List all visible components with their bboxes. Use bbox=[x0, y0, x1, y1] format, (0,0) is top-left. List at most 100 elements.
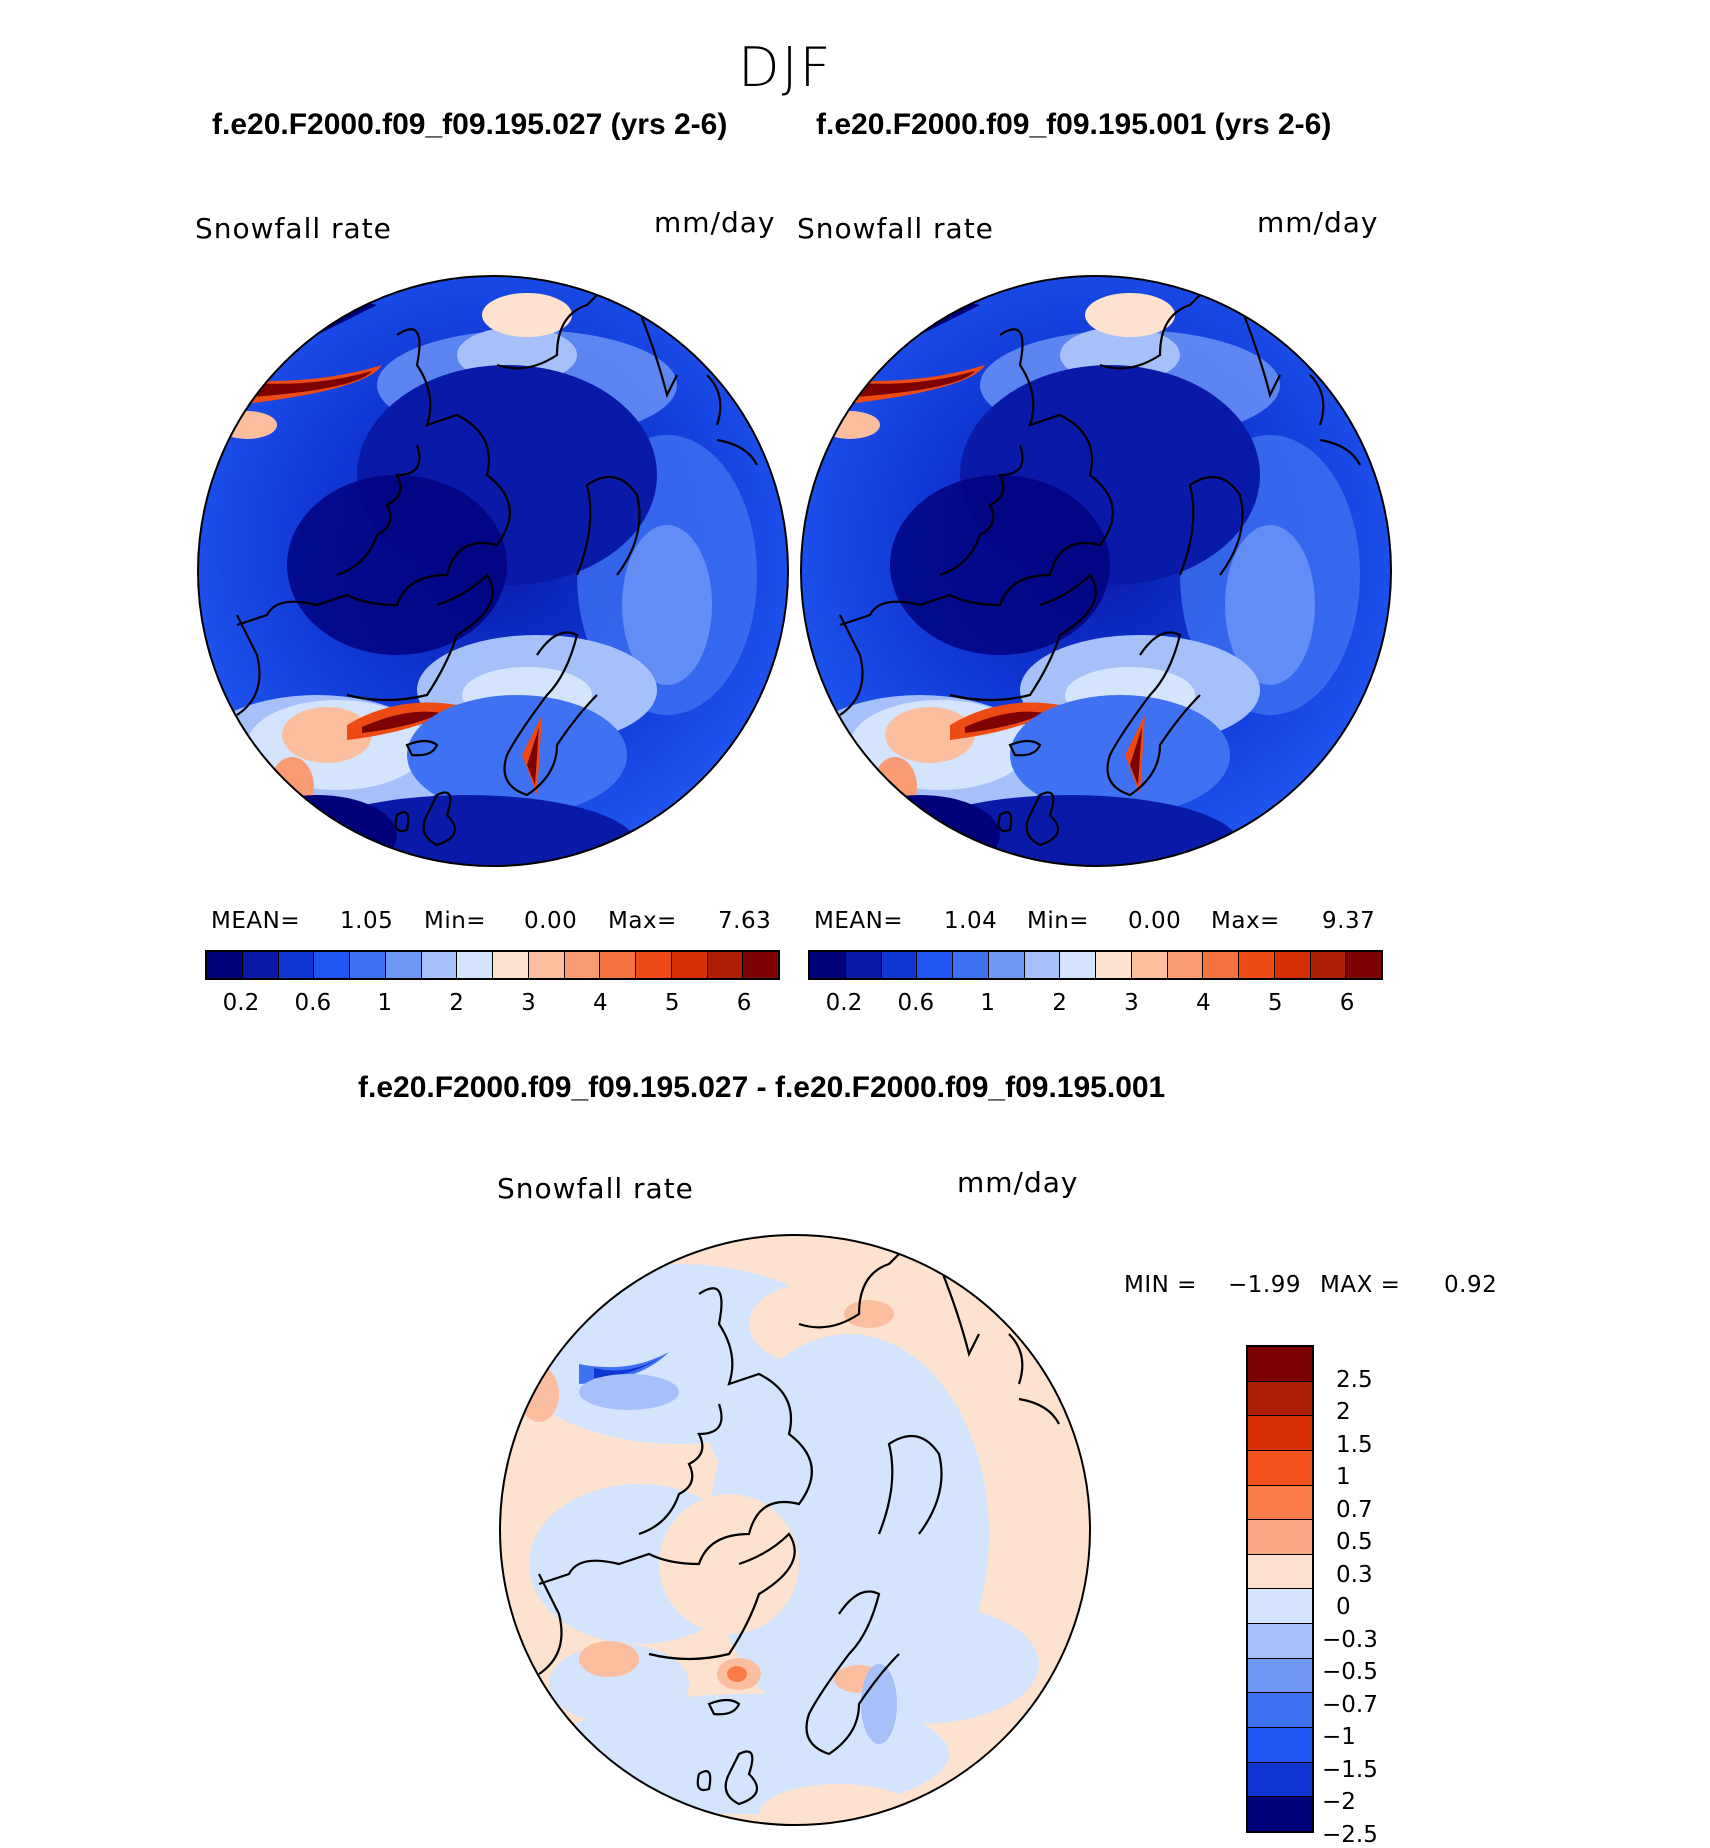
left-colorbar-swatch bbox=[207, 952, 243, 978]
left-colorbar-swatch bbox=[350, 952, 386, 978]
left-colorbar bbox=[205, 950, 780, 980]
left-colorbar-tick-label: 1 bbox=[377, 990, 393, 1016]
left-mean-label: MEAN= bbox=[211, 908, 301, 934]
right-max-value: 9.37 bbox=[1322, 908, 1376, 934]
diff-colorbar-tick-label: 0.7 bbox=[1336, 1496, 1373, 1523]
left-colorbar-swatch bbox=[493, 952, 529, 978]
diff-min-label: MIN = bbox=[1124, 1272, 1197, 1298]
diff-colorbar bbox=[1246, 1345, 1314, 1833]
left-min-value: 0.00 bbox=[524, 908, 578, 934]
left-colorbar-swatch bbox=[385, 952, 422, 978]
diff-colorbar-tick-label: −0.5 bbox=[1322, 1659, 1378, 1686]
diff-colorbar-tick-label: −1 bbox=[1322, 1724, 1356, 1751]
left-colorbar-tick-label: 0.2 bbox=[222, 990, 260, 1016]
left-colorbar-tick-label: 2 bbox=[449, 990, 464, 1016]
left-colorbar-swatch bbox=[707, 952, 744, 978]
diff-colorbar-tick-label: −0.7 bbox=[1322, 1691, 1378, 1718]
diff-colorbar-tick-label: −0.3 bbox=[1322, 1626, 1378, 1653]
diff-colorbar-tick-label: 0.5 bbox=[1336, 1529, 1373, 1556]
diff-colorbar-swatch bbox=[1248, 1762, 1312, 1798]
right-colorbar-swatch bbox=[1274, 952, 1311, 978]
diff-colorbar-swatch bbox=[1248, 1728, 1312, 1763]
right-colorbar-swatch bbox=[1096, 952, 1132, 978]
right-units-label: mm/day bbox=[1257, 206, 1379, 239]
right-colorbar-swatch bbox=[953, 952, 989, 978]
left-colorbar-tick-label: 3 bbox=[521, 990, 536, 1016]
left-colorbar-swatch bbox=[743, 952, 778, 978]
right-colorbar-tick-label: 6 bbox=[1339, 990, 1355, 1016]
diff-colorbar-tick-label: 0.3 bbox=[1336, 1561, 1373, 1588]
diff-colorbar-swatch bbox=[1248, 1520, 1312, 1555]
right-colorbar-swatch bbox=[988, 952, 1025, 978]
right-colorbar-swatch bbox=[1239, 952, 1275, 978]
right-min-label: Min= bbox=[1027, 908, 1090, 934]
right-variable-label: Snowfall rate bbox=[797, 212, 994, 245]
diff-colorbar-swatch bbox=[1248, 1554, 1312, 1590]
right-colorbar-swatch bbox=[1310, 952, 1347, 978]
left-colorbar-swatch bbox=[528, 952, 565, 978]
left-colorbar-swatch bbox=[636, 952, 672, 978]
diff-colorbar-tick-label: 0 bbox=[1336, 1594, 1351, 1621]
left-colorbar-tick-label: 5 bbox=[664, 990, 680, 1016]
left-mean-value: 1.05 bbox=[340, 908, 394, 934]
right-snowfall-map bbox=[800, 275, 1392, 867]
diff-colorbar-tick-label: 2 bbox=[1336, 1399, 1351, 1426]
left-min-label: Min= bbox=[424, 908, 487, 934]
right-colorbar-swatch bbox=[1346, 952, 1381, 978]
diff-colorbar-tick-label: 2.5 bbox=[1336, 1366, 1373, 1393]
right-colorbar-tick-label: 2 bbox=[1052, 990, 1067, 1016]
right-case-title: f.e20.F2000.f09_f09.195.001 (yrs 2-6) bbox=[816, 108, 1332, 141]
diff-variable-label: Snowfall rate bbox=[497, 1172, 694, 1205]
right-max-label: Max= bbox=[1211, 908, 1280, 934]
right-colorbar-swatch bbox=[1131, 952, 1168, 978]
diff-colorbar-swatch bbox=[1248, 1485, 1312, 1521]
left-colorbar-swatch bbox=[242, 952, 279, 978]
diff-colorbar-ticks: 2.5 2 1.5 1 0.7 0.5 0.3 0 −0.3 −0.5 −0.7 −1 −1.5 −2 −2… bbox=[1322, 1345, 1402, 1848]
left-colorbar-swatch bbox=[421, 952, 458, 978]
left-snowfall-map bbox=[197, 275, 789, 867]
right-colorbar-swatch bbox=[1024, 952, 1061, 978]
right-colorbar-tick-label: 1 bbox=[980, 990, 996, 1016]
diff-snowfall-map bbox=[499, 1234, 1091, 1826]
right-colorbar-tick-label: 5 bbox=[1267, 990, 1283, 1016]
diff-colorbar-swatch bbox=[1248, 1658, 1312, 1694]
right-colorbar-swatch bbox=[1060, 952, 1096, 978]
right-colorbar-tick-label: 0.2 bbox=[825, 990, 863, 1016]
right-min-value: 0.00 bbox=[1128, 908, 1182, 934]
diff-title: f.e20.F2000.f09_f09.195.027 - f.e20.F200… bbox=[358, 1071, 1166, 1104]
right-colorbar-swatch bbox=[1203, 952, 1239, 978]
diff-max-label: MAX = bbox=[1320, 1272, 1401, 1298]
diff-colorbar-swatch bbox=[1248, 1416, 1312, 1451]
diff-min-value: −1.99 bbox=[1228, 1272, 1301, 1298]
diff-units-label: mm/day bbox=[957, 1166, 1079, 1199]
right-mean-value: 1.04 bbox=[944, 908, 998, 934]
left-max-value: 7.63 bbox=[718, 908, 772, 934]
right-colorbar-swatch bbox=[845, 952, 882, 978]
diff-colorbar-swatch bbox=[1248, 1381, 1312, 1417]
right-colorbar-tick-label: 4 bbox=[1195, 990, 1211, 1016]
left-colorbar-tick-label: 4 bbox=[592, 990, 608, 1016]
left-units-label: mm/day bbox=[654, 206, 776, 239]
left-case-title: f.e20.F2000.f09_f09.195.027 (yrs 2-6) bbox=[212, 108, 728, 141]
diff-colorbar-swatch bbox=[1248, 1450, 1312, 1486]
right-colorbar-swatch bbox=[810, 952, 846, 978]
right-colorbar-swatch bbox=[1167, 952, 1204, 978]
left-colorbar-swatch bbox=[278, 952, 315, 978]
right-colorbar bbox=[808, 950, 1383, 980]
diff-colorbar-tick-label: −2.5 bbox=[1322, 1822, 1378, 1848]
right-colorbar-swatch bbox=[881, 952, 918, 978]
right-colorbar-swatch bbox=[917, 952, 953, 978]
left-colorbar-tick-label: 0.6 bbox=[294, 990, 332, 1016]
diff-colorbar-tick-label: −1.5 bbox=[1322, 1756, 1378, 1783]
left-colorbar-swatch bbox=[457, 952, 493, 978]
right-mean-label: MEAN= bbox=[814, 908, 904, 934]
diff-colorbar-tick-label: 1 bbox=[1336, 1464, 1351, 1491]
left-colorbar-swatch bbox=[564, 952, 601, 978]
left-colorbar-swatch bbox=[314, 952, 350, 978]
diff-colorbar-tick-label: 1.5 bbox=[1336, 1431, 1373, 1458]
left-colorbar-ticks: 0.2 0.6 1 2 3 4 5 6 bbox=[205, 990, 780, 1020]
right-colorbar-ticks: 0.2 0.6 1 2 3 4 5 6 bbox=[808, 990, 1383, 1020]
diff-colorbar-tick-label: −2 bbox=[1322, 1789, 1356, 1816]
diff-colorbar-swatch bbox=[1248, 1797, 1312, 1831]
diff-colorbar-swatch bbox=[1248, 1693, 1312, 1729]
